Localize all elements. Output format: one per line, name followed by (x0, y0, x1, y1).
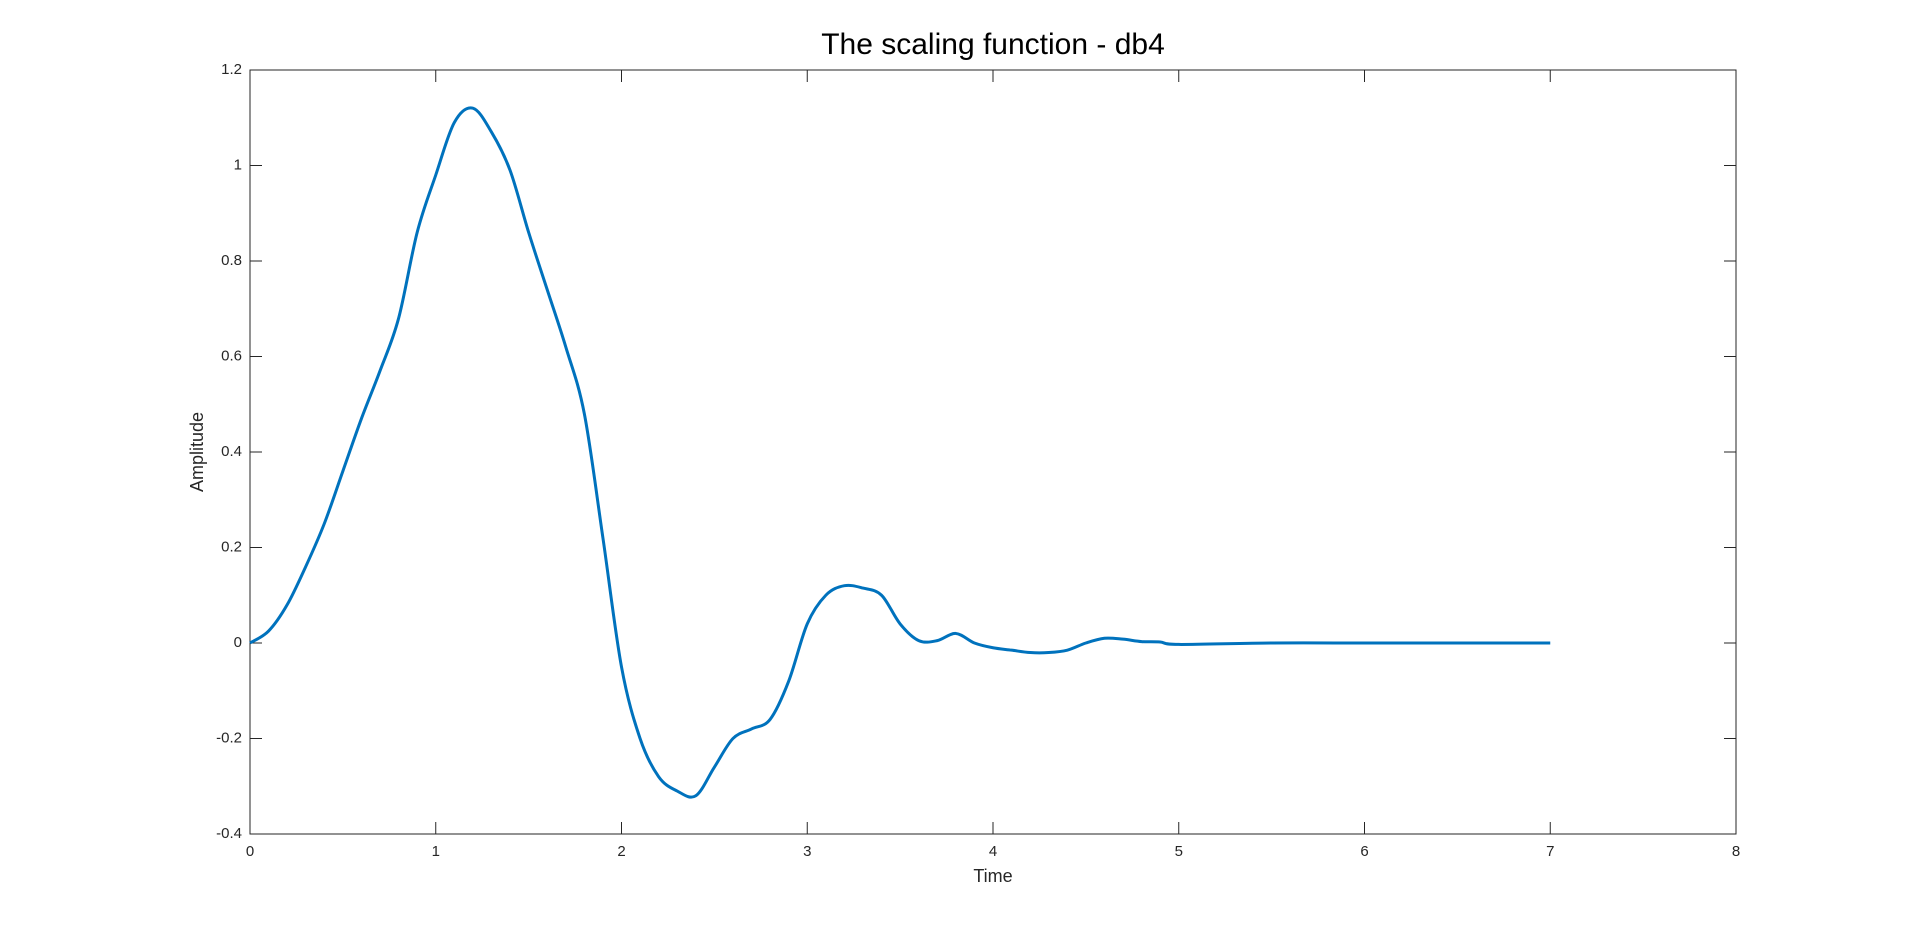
x-tick-label: 6 (1360, 843, 1368, 860)
y-tick-label: 1.2 (221, 61, 242, 78)
y-tick-label: 0.4 (221, 443, 242, 460)
x-tick-label: 7 (1546, 843, 1554, 860)
x-tick-label: 5 (1175, 843, 1183, 860)
y-tick-label: 0.8 (221, 252, 242, 269)
x-tick-label: 0 (246, 843, 254, 860)
data-line (249, 106, 1551, 799)
axes-box (249, 69, 1737, 835)
y-tick-label: 0.6 (221, 347, 242, 364)
y-tick-label: 1 (234, 156, 242, 173)
x-tick-label: 1 (432, 843, 440, 860)
y-tick-label: -0.2 (216, 729, 242, 746)
y-axis-label: Amplitude (187, 412, 207, 492)
x-axis-label: Time (973, 866, 1012, 886)
x-tick-label: 4 (989, 843, 997, 860)
y-tick-label: 0 (234, 634, 242, 651)
x-tick-label: 2 (617, 843, 625, 860)
x-tick-label: 8 (1732, 843, 1740, 860)
chart-title: The scaling function - db4 (821, 28, 1165, 61)
y-tick-label: 0.2 (221, 538, 242, 555)
x-tick-label: 3 (803, 843, 811, 860)
y-tick-label: -0.4 (216, 825, 242, 842)
